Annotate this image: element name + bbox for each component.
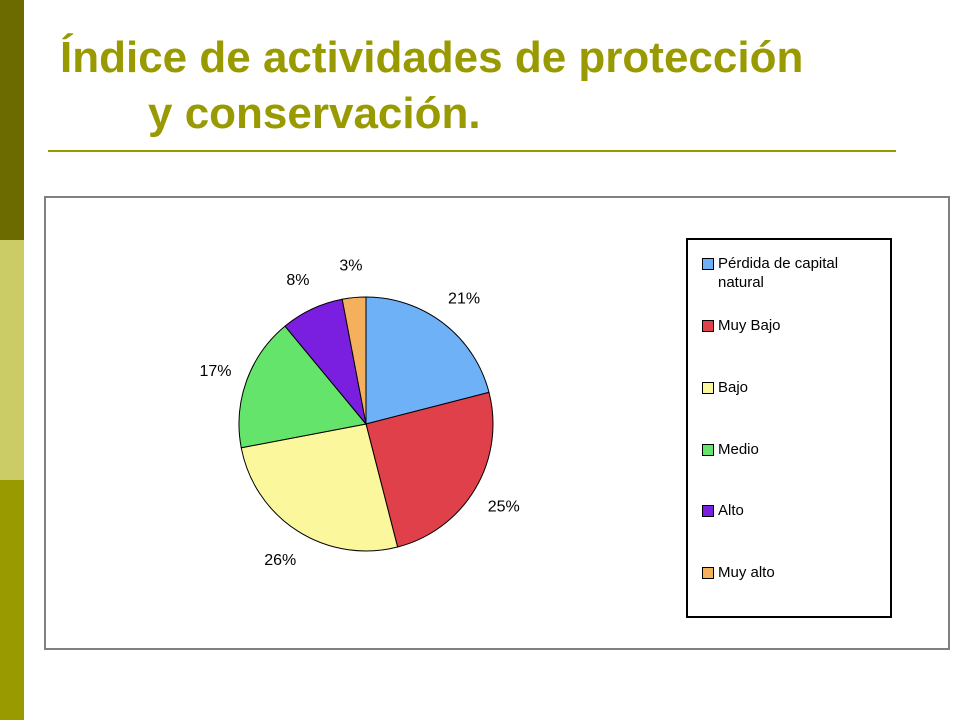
legend-swatch-bajo [702,382,714,394]
pie-slice-perdida [365,296,490,425]
slide-title-line-2: y conservación. [148,89,481,138]
slide-title: Índice de actividades de protección y co… [60,30,920,142]
slide-title-line-1: Índice de actividades de protección [60,33,804,82]
pie-slice-muy-bajo [365,391,494,548]
pie-slice-medio [238,325,367,449]
legend-item-alto: Alto [702,501,887,520]
chart-frame: 21% 25% 26% 17% 8% 3% Pérdida de capital natu… [44,196,950,650]
legend-item-bajo: Bajo [702,378,887,397]
pie-label-bajo: 26% [264,552,296,569]
legend-label-medio: Medio [718,441,759,458]
legend-swatch-muy-alto [702,567,714,579]
chart-legend: Pérdida de capital natural Muy Bajo Bajo… [686,238,892,618]
pie-label-medio: 17% [199,363,231,380]
pie-label-muy-alto: 3% [339,258,362,275]
sidebar-accent-bottom [0,480,24,720]
pie-chart: 21% 25% 26% 17% 8% 3% [199,258,520,569]
legend-label-perdida: Pérdida de capital natural [718,255,839,291]
legend-item-perdida: Pérdida de capital natural [702,254,887,292]
legend-label-bajo: Bajo [718,379,749,396]
title-underline [48,150,896,152]
legend-item-muy-alto: Muy alto [702,563,887,582]
legend-swatch-perdida [702,258,714,270]
legend-label-muy-bajo: Muy Bajo [718,317,781,334]
pie-label-alto: 8% [286,272,309,289]
legend-item-muy-bajo: Muy Bajo [702,316,887,335]
legend-item-medio: Medio [702,440,887,459]
legend-label-alto: Alto [718,502,744,519]
pie-label-muy-bajo: 25% [488,498,520,515]
sidebar-accent-top [0,0,24,240]
pie-slice-bajo [240,423,399,552]
legend-swatch-muy-bajo [702,320,714,332]
legend-swatch-alto [702,505,714,517]
pie-slice-muy-alto [341,296,367,425]
pie-label-perdida: 21% [448,291,480,308]
legend-label-muy-alto: Muy alto [718,564,775,581]
legend-swatch-medio [702,444,714,456]
sidebar-accent-middle [0,240,24,480]
